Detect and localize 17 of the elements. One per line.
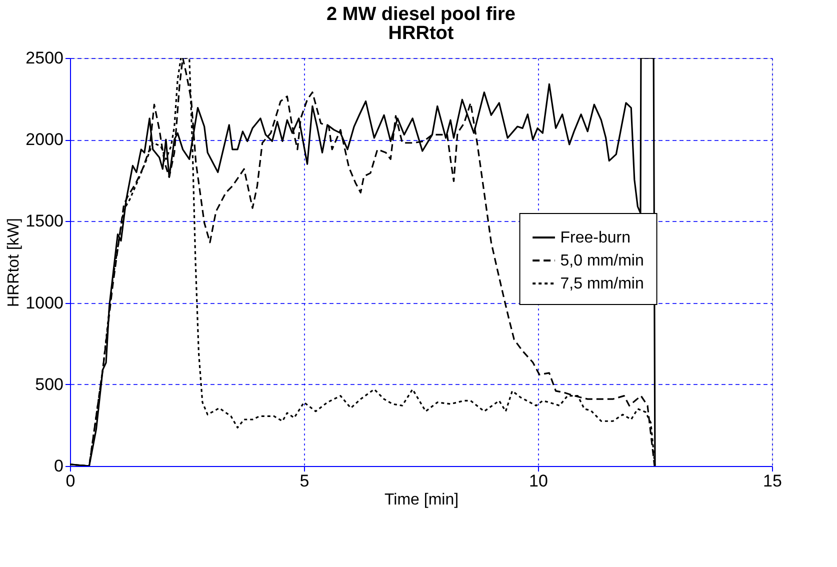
y-axis-title: HRRtot [kW]	[6, 218, 23, 307]
x-tick-label: 10	[529, 472, 548, 490]
y-tick-label: 1000	[26, 293, 64, 312]
y-tick-label: 2500	[26, 48, 64, 68]
legend-label: 5,0 mm/min	[560, 252, 644, 270]
x-tick-label: 15	[763, 472, 782, 490]
y-tick-label: 1500	[26, 212, 64, 231]
legend-label: 7,5 mm/min	[560, 276, 644, 293]
chart-subtitle: HRRtot	[388, 23, 454, 44]
x-tick-label: 5	[300, 472, 310, 490]
y-tick-label: 0	[54, 456, 64, 476]
x-tick-label: 0	[66, 472, 76, 490]
legend-label: Free-burn	[560, 230, 631, 247]
chart-title: 2 MW diesel pool fire	[326, 4, 516, 25]
y-tick-label: 2000	[26, 130, 64, 150]
y-tick-label: 500	[35, 374, 64, 394]
x-axis-title: Time [min]	[384, 492, 459, 508]
